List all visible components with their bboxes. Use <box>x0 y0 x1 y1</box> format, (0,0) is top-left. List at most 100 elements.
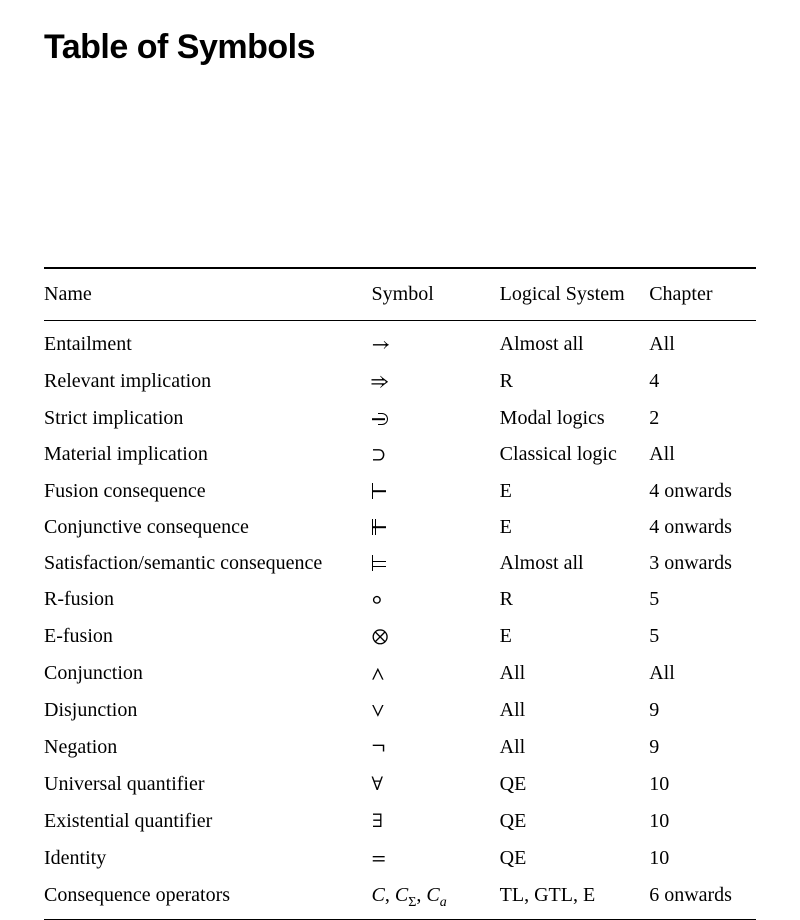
cell-chapter: 10 <box>649 841 756 878</box>
cell-chapter: All <box>649 656 756 693</box>
table-row: Fusion consequenceE4 onwards <box>44 474 756 510</box>
cell-system: Classical logic <box>500 437 650 474</box>
cell-system: All <box>500 730 650 767</box>
cell-system: R <box>500 364 650 401</box>
cell-system: E <box>500 619 650 656</box>
cell-system: E <box>500 474 650 510</box>
cell-symbol: ∀ <box>372 767 500 804</box>
models-icon <box>372 555 386 571</box>
cell-symbol <box>372 546 500 582</box>
cell-name: Satisfaction/semantic consequence <box>44 546 372 582</box>
cell-chapter: 9 <box>649 693 756 730</box>
table-row: Material implication⊃ Classical logicAll <box>44 437 756 474</box>
table-row: Existential quantifier∃ QE10 <box>44 804 756 841</box>
symbol-glyph: ∀ <box>372 775 383 795</box>
cell-system: QE <box>500 841 650 878</box>
cell-chapter: 10 <box>649 804 756 841</box>
cell-system: R <box>500 582 650 619</box>
table-row: Negation¬ All9 <box>44 730 756 767</box>
cell-name: Entailment <box>44 321 372 364</box>
col-header-symbol: Symbol <box>372 268 500 321</box>
symbol-glyph: ∃ <box>372 812 383 832</box>
cell-symbol: ∧ <box>372 656 500 693</box>
cell-system: All <box>500 693 650 730</box>
page-title: Table of Symbols <box>44 28 756 67</box>
cell-system: All <box>500 656 650 693</box>
cell-chapter: 5 <box>649 619 756 656</box>
cell-name: Negation <box>44 730 372 767</box>
col-header-chapter: Chapter <box>649 268 756 321</box>
cell-name: Relevant implication <box>44 364 372 401</box>
cell-chapter: All <box>649 321 756 364</box>
table-row: Identity= QE10 <box>44 841 756 878</box>
cell-chapter: 5 <box>649 582 756 619</box>
table-row: R-fusion◦R5 <box>44 582 756 619</box>
cell-symbol: ◦ <box>372 582 500 619</box>
symbol-glyph: ¬ <box>372 738 386 758</box>
cell-system: TL, GTL, E <box>500 878 650 920</box>
cell-system: QE <box>500 804 650 841</box>
cell-system: Modal logics <box>500 401 650 437</box>
cell-symbol: ⊃ <box>372 437 500 474</box>
table-row: E-fusion⊗E5 <box>44 619 756 656</box>
cell-name: Fusion consequence <box>44 474 372 510</box>
table-header-row: Name Symbol Logical System Chapter <box>44 268 756 321</box>
symbol-glyph: = <box>372 849 386 869</box>
cell-system: Almost all <box>500 321 650 364</box>
cell-chapter: 4 <box>649 364 756 401</box>
cell-symbol: C, CΣ, Ca <box>372 878 500 920</box>
cell-system: QE <box>500 767 650 804</box>
symbol-glyph: ⊃ <box>372 445 386 465</box>
cell-symbol <box>372 510 500 546</box>
cell-name: Consequence operators <box>44 878 372 920</box>
symbols-table: Name Symbol Logical System Chapter Entai… <box>44 267 756 920</box>
cell-name: Existential quantifier <box>44 804 372 841</box>
cell-name: Disjunction <box>44 693 372 730</box>
cell-chapter: 10 <box>649 767 756 804</box>
page: Table of Symbols Name Symbol Logical Sys… <box>0 0 800 920</box>
cell-chapter: All <box>649 437 756 474</box>
table-row: Universal quantifier∀ QE10 <box>44 767 756 804</box>
cell-symbol: ⇒ <box>372 364 500 401</box>
cell-name: Conjunctive consequence <box>44 510 372 546</box>
cell-name: Identity <box>44 841 372 878</box>
cell-name: Universal quantifier <box>44 767 372 804</box>
cell-chapter: 9 <box>649 730 756 767</box>
table-row: Disjunction∨ All9 <box>44 693 756 730</box>
table-row: Entailment→ Almost allAll <box>44 321 756 364</box>
cell-chapter: 6 onwards <box>649 878 756 920</box>
table-body: Entailment→Almost allAllRelevant implica… <box>44 321 756 920</box>
col-header-name: Name <box>44 268 372 321</box>
cell-symbol <box>372 474 500 510</box>
cell-symbol: ∃ <box>372 804 500 841</box>
cell-name: E-fusion <box>44 619 372 656</box>
table-row: Conjunction∧AllAll <box>44 656 756 693</box>
symbol-glyph: ∧ <box>372 664 385 684</box>
col-header-system: Logical System <box>500 268 650 321</box>
cell-chapter: 2 <box>649 401 756 437</box>
cell-symbol: → <box>372 321 500 364</box>
cell-system: Almost all <box>500 546 650 582</box>
symbol-glyph: ∨ <box>372 701 385 721</box>
cell-symbol: = <box>372 841 500 878</box>
cell-name: Material implication <box>44 437 372 474</box>
cell-chapter: 4 onwards <box>649 510 756 546</box>
table-row: Strict implication Modal logics2 <box>44 401 756 437</box>
turnstile-icon <box>372 483 386 499</box>
cell-symbol: ¬ <box>372 730 500 767</box>
symbol-conseq: C <box>372 884 385 906</box>
table-row: Consequence operatorsC, CΣ, CaTL, GTL, E… <box>44 878 756 920</box>
cell-symbol: ∨ <box>372 693 500 730</box>
double-turnstile-icon <box>372 519 386 535</box>
symbol-glyph: → <box>372 335 391 355</box>
cell-name: R-fusion <box>44 582 372 619</box>
table-row: Conjunctive consequence E4 onwards <box>44 510 756 546</box>
strict-implication-icon <box>372 412 388 426</box>
cell-name: Strict implication <box>44 401 372 437</box>
table-row: Relevant implication⇒ R4 <box>44 364 756 401</box>
table-row: Satisfaction/semantic consequence Almost … <box>44 546 756 582</box>
symbol-glyph: ⇒ <box>372 372 390 392</box>
cell-symbol: ⊗ <box>372 619 500 656</box>
cell-system: E <box>500 510 650 546</box>
cell-symbol <box>372 401 500 437</box>
